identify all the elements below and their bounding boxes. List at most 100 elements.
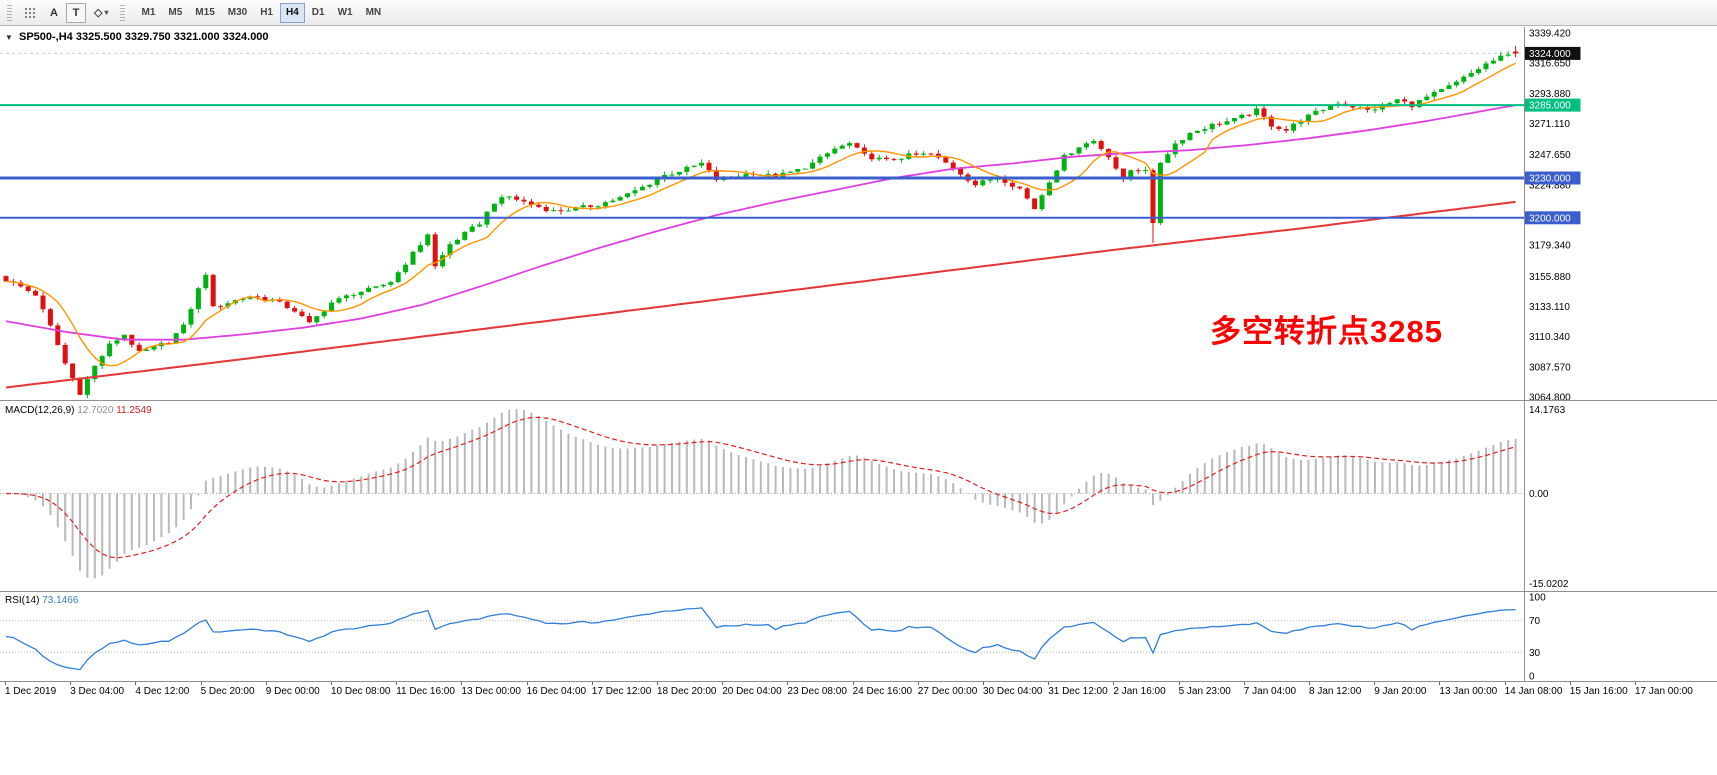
time-tick	[1048, 682, 1050, 685]
macd-main-value: 12.7020	[77, 405, 114, 416]
time-tick	[1309, 682, 1310, 685]
shapes-icon: ◇	[94, 7, 103, 19]
time-label: 13 Dec 00:00	[461, 686, 521, 697]
time-tick	[852, 682, 854, 685]
grid-tool-button[interactable]	[18, 3, 42, 23]
macd-histogram	[12, 409, 1517, 579]
timeframe-h4[interactable]: H4	[280, 2, 305, 23]
timeframe-w1[interactable]: W1	[332, 3, 359, 23]
svg-text:3324.000: 3324.000	[1529, 49, 1571, 60]
macd-name: MACD(12,26,9)	[5, 405, 75, 416]
time-label: 11 Dec 16:00	[396, 686, 455, 697]
panel-separator[interactable]	[0, 681, 1717, 682]
time-label: 3 Dec 04:00	[70, 686, 125, 697]
rsi-chart-canvas[interactable]: 100 70 30 0	[0, 592, 1717, 681]
time-tick	[1374, 682, 1376, 685]
time-label: 17 Jan 00:00	[1635, 686, 1693, 697]
macd-indicator-panel[interactable]: 14.1763 0.00 -15.0202	[0, 401, 1717, 591]
timeframe-h1[interactable]: H1	[254, 3, 279, 23]
rsi-label: RSI(14) 73.1466	[5, 595, 78, 606]
panel-separator[interactable]	[0, 591, 1717, 592]
time-tick	[396, 682, 398, 685]
svg-text:0: 0	[1529, 672, 1535, 682]
shapes-tool-button[interactable]: ◇ ▾	[88, 3, 114, 23]
time-tick	[1178, 682, 1180, 685]
price-chart-canvas[interactable]: 3339.420 3316.650 3293.880 3271.110 3247.650…	[0, 27, 1717, 400]
toolbar-drag-handle[interactable]	[120, 4, 126, 21]
timeframe-m15[interactable]: M15	[189, 3, 220, 23]
time-label: 9 Dec 00:00	[265, 686, 320, 697]
timeframe-d1[interactable]: D1	[306, 3, 331, 23]
svg-text:3230.000: 3230.000	[1529, 174, 1571, 185]
svg-text:3316.650: 3316.650	[1529, 59, 1571, 70]
time-tick	[1569, 682, 1571, 685]
svg-text:3285.000: 3285.000	[1529, 101, 1571, 112]
chart-ohlc-values: 3325.500 3329.750 3321.000 3324.000	[75, 31, 269, 43]
timeframe-toolbar: M1 M5 M15 M30 H1 H4 D1 W1 MN	[135, 2, 388, 23]
time-label: 10 Dec 08:00	[331, 686, 391, 697]
level-price-badge: 3200.000	[1524, 211, 1581, 225]
svg-text:100: 100	[1529, 593, 1546, 604]
price-axis-separator	[1524, 27, 1525, 682]
svg-text:3179.340: 3179.340	[1529, 241, 1571, 252]
timeframe-m5[interactable]: M5	[162, 3, 188, 23]
time-tick	[135, 682, 137, 685]
time-tick	[70, 682, 72, 685]
svg-text:70: 70	[1529, 616, 1541, 627]
time-label: 15 Jan 16:00	[1569, 686, 1628, 697]
rsi-name: RSI(14)	[5, 595, 40, 606]
time-label: 2 Jan 16:00	[1113, 686, 1166, 697]
moving-averages	[5, 62, 1516, 389]
svg-text:3247.650: 3247.650	[1529, 150, 1571, 161]
time-label: 7 Jan 04:00	[1243, 686, 1297, 697]
svg-text:3087.570: 3087.570	[1529, 362, 1571, 373]
time-tick	[591, 682, 593, 685]
timeframe-m30[interactable]: M30	[222, 3, 253, 23]
horizontal-level-lines	[0, 104, 1524, 219]
time-label: 27 Dec 00:00	[917, 686, 978, 697]
rsi-axis-labels: 100 70 30 0	[1529, 593, 1546, 682]
level-price-badge: 3230.000	[1524, 171, 1581, 185]
time-tick	[1113, 682, 1115, 685]
time-label: 31 Dec 12:00	[1048, 686, 1108, 697]
rsi-line	[5, 607, 1516, 671]
time-tick	[917, 682, 919, 685]
svg-text:3110.340: 3110.340	[1529, 332, 1570, 343]
price-chart-panel[interactable]: 3339.420 3316.650 3293.880 3271.110 3247.650…	[0, 27, 1717, 400]
svg-text:-15.0202: -15.0202	[1529, 579, 1569, 590]
label-tool-button[interactable]: A	[44, 3, 64, 23]
time-tick	[722, 682, 724, 685]
time-tick	[1504, 682, 1506, 685]
text-tool-button[interactable]: T	[66, 2, 86, 23]
time-tick	[983, 682, 984, 685]
time-axis[interactable]: 1 Dec 2019 3 Dec 04:00 4 Dec 12:00 5 Dec 20…	[0, 682, 1717, 704]
time-tick	[1635, 682, 1636, 685]
macd-chart-canvas[interactable]: 14.1763 0.00 -15.0202	[0, 401, 1717, 591]
time-label: 4 Dec 12:00	[135, 686, 190, 697]
rsi-value: 73.1466	[42, 595, 79, 606]
time-tick	[461, 682, 463, 685]
time-tick	[1439, 682, 1441, 685]
collapse-triangle-icon[interactable]: ▼	[5, 33, 13, 42]
chart-text-annotation[interactable]: 多空转折点3285	[1210, 314, 1443, 349]
chart-title: ▼ SP500-,H4 3325.500 3329.750 3321.000 3…	[5, 31, 269, 43]
time-label: 30 Dec 04:00	[983, 686, 1043, 697]
svg-text:30: 30	[1529, 648, 1541, 659]
time-label: 20 Dec 04:00	[722, 686, 782, 697]
time-tick	[200, 682, 202, 685]
rsi-indicator-panel[interactable]: 100 70 30 0	[0, 592, 1717, 681]
panel-separator[interactable]	[0, 400, 1717, 401]
time-tick	[526, 682, 528, 685]
timeframe-mn[interactable]: MN	[360, 3, 388, 23]
time-label: 24 Dec 16:00	[852, 686, 913, 697]
time-label: 1 Dec 2019	[5, 686, 57, 697]
timeframe-m1[interactable]: M1	[135, 3, 161, 23]
toolbar-drag-handle[interactable]	[7, 4, 12, 21]
time-label: 23 Dec 08:00	[787, 686, 847, 697]
time-label: 17 Dec 12:00	[591, 686, 652, 697]
svg-text:3339.420: 3339.420	[1529, 29, 1571, 40]
macd-axis-labels: 14.1763 0.00 -15.0202	[1529, 405, 1569, 590]
svg-text:3271.110: 3271.110	[1529, 119, 1570, 130]
time-label: 14 Jan 08:00	[1504, 686, 1563, 697]
